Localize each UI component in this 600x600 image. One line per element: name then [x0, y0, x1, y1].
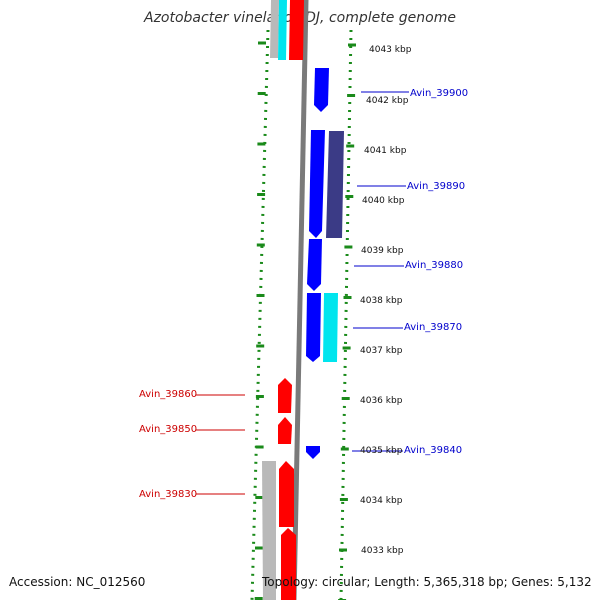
gene-avin-39890: [309, 130, 325, 238]
accession-label: Accession: NC_012560: [9, 575, 146, 589]
label-connectors: [196, 91, 409, 495]
gene-label: Avin_39830: [139, 489, 197, 500]
scale-label: 4037 kbp: [360, 346, 403, 356]
gene-avin-39840: [306, 446, 320, 459]
inner-ring-dots: [339, 29, 353, 600]
topology-label: Topology: circular; Length: 5,365,318 bp…: [262, 575, 592, 589]
gene-label: Avin_39860: [139, 389, 197, 400]
gene-labels: Avin_39900 Avin_39890 Avin_39880 Avin_39870…: [139, 88, 468, 500]
gene-label: Avin_39850: [139, 424, 197, 435]
scale-ticks: [254, 41, 356, 600]
gray-feature-bottom: [262, 461, 276, 600]
scale-label: 4043 kbp: [369, 45, 412, 55]
scale-label: 4034 kbp: [360, 496, 403, 506]
gray-feature-top: [270, 0, 279, 58]
cyan-feature-top: [278, 0, 287, 60]
gene-forward-bottom: [281, 528, 296, 600]
dark-feature: [326, 131, 344, 238]
gene-avin-39880: [307, 239, 322, 291]
gene-label: Avin_39890: [407, 181, 465, 192]
gene-avin-39870: [306, 293, 321, 362]
scale-labels: 4043 kbp 4042 kbp 4041 kbp 4040 kbp 4039 kbp…: [360, 45, 412, 556]
gene-avin-39900: [314, 68, 329, 112]
scale-label: 4033 kbp: [361, 546, 404, 556]
gene-avin-39830: [279, 461, 294, 527]
gene-label: Avin_39880: [405, 260, 463, 271]
gene-forward-top: [289, 0, 304, 60]
genome-backbone: [291, 0, 309, 600]
scale-label: 4040 kbp: [362, 196, 405, 206]
scale-label: 4035 kbp: [360, 446, 403, 456]
scale-label: 4036 kbp: [360, 396, 403, 406]
scale-label: 4038 kbp: [360, 296, 403, 306]
gene-label: Avin_39900: [410, 88, 468, 99]
scale-label: 4039 kbp: [361, 246, 404, 256]
gene-avin-39860: [278, 378, 292, 413]
gene-label: Avin_39870: [404, 322, 462, 333]
gene-label: Avin_39840: [404, 445, 462, 456]
scale-label: 4042 kbp: [366, 96, 409, 106]
scale-label: 4041 kbp: [364, 146, 407, 156]
gene-avin-39850: [278, 417, 292, 444]
cyan-feature-mid: [323, 293, 338, 362]
